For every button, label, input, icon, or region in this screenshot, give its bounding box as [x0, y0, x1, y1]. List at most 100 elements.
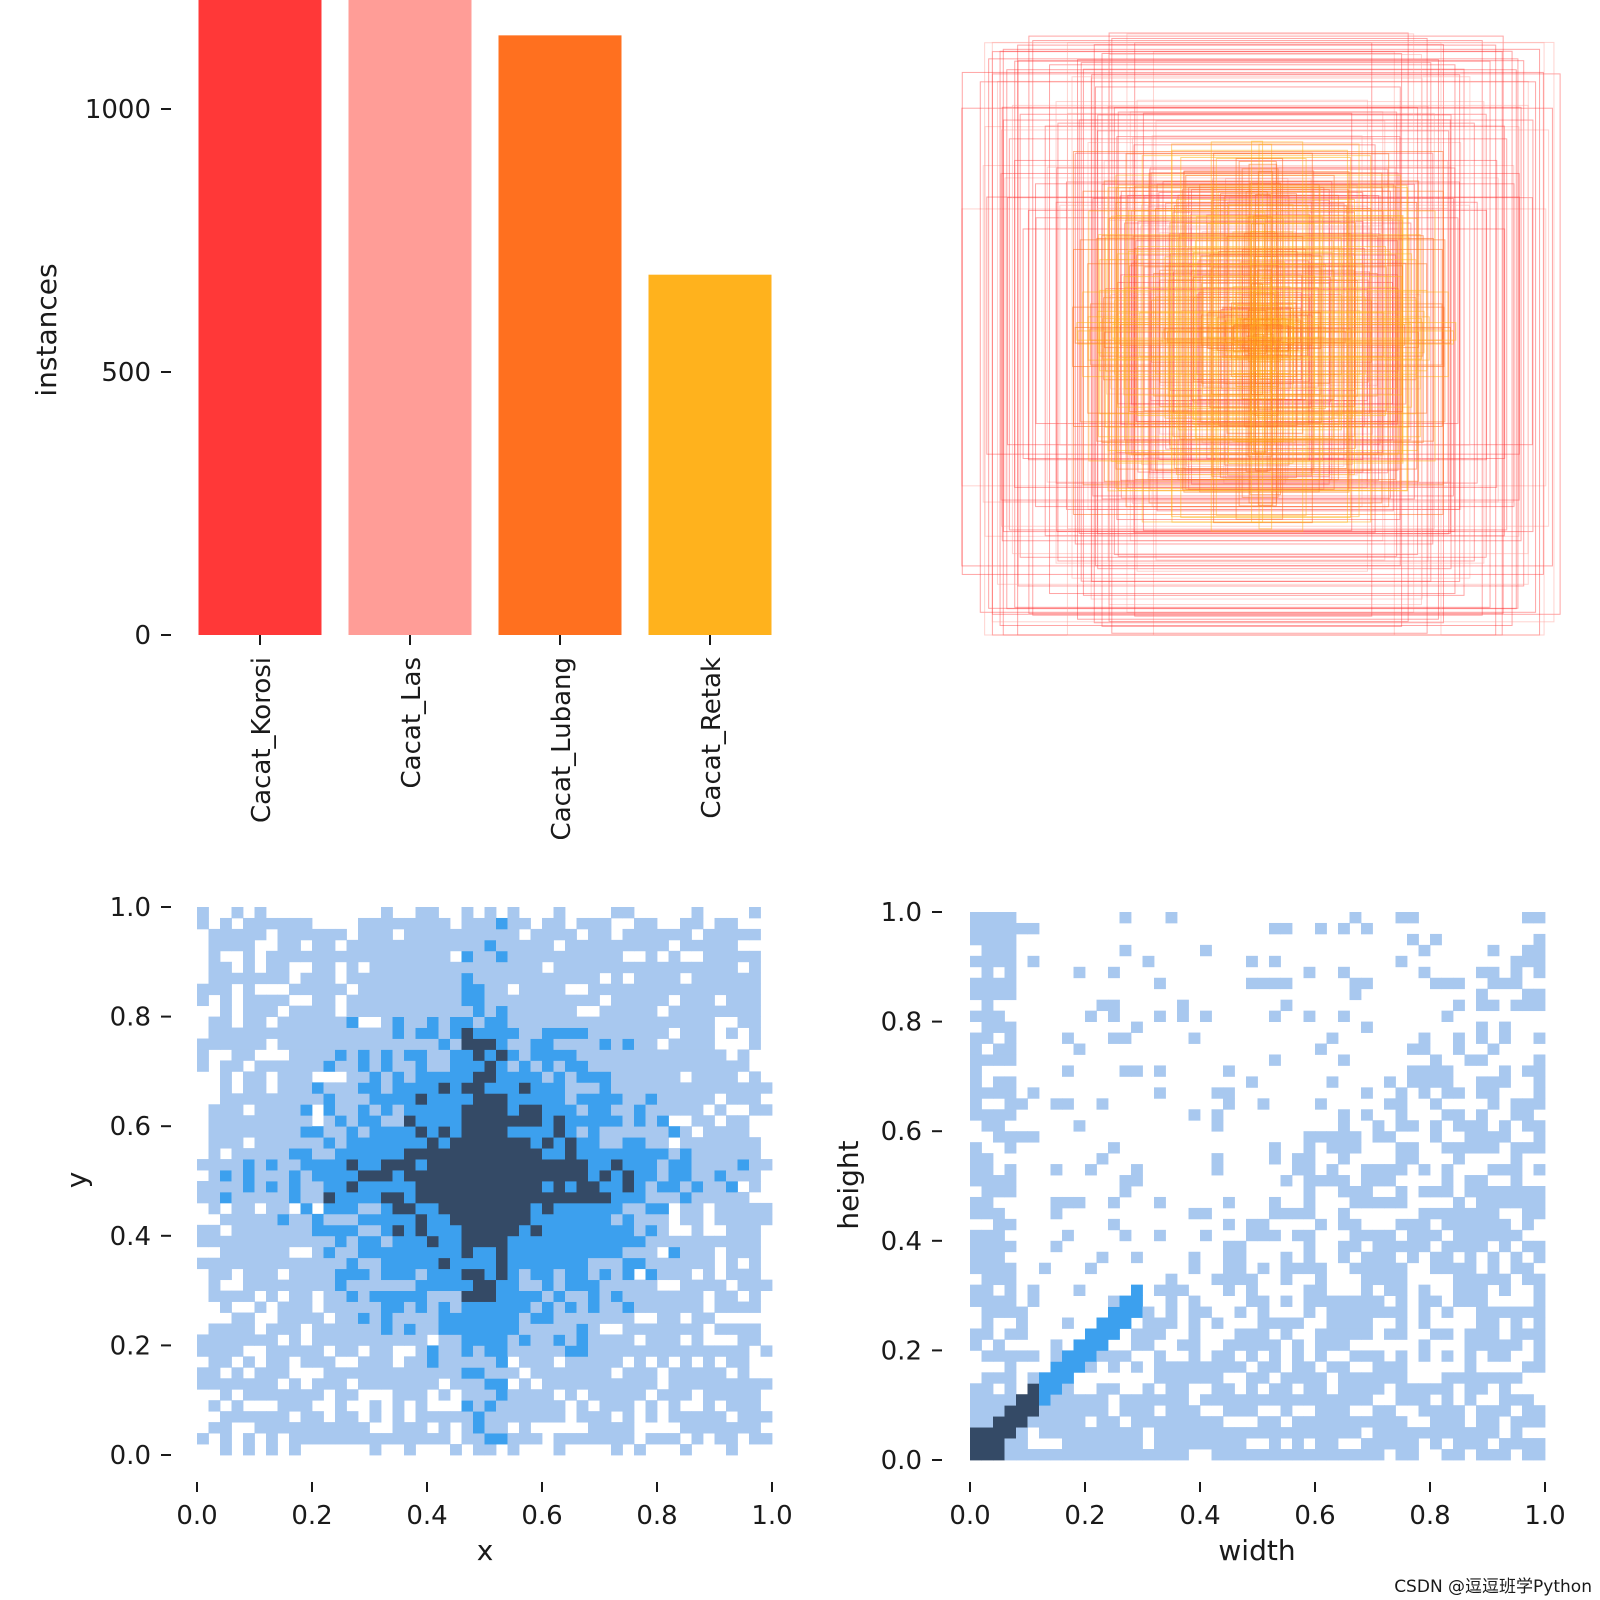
heatmap-cell: [519, 1191, 531, 1204]
heatmap-cell: [415, 972, 428, 985]
heatmap-cell: [277, 1389, 290, 1401]
heatmap-cell: [1050, 1449, 1063, 1461]
heatmap-cell: [519, 1312, 531, 1324]
heatmap-cell: [312, 1246, 324, 1259]
label-box: [1067, 112, 1435, 530]
heatmap-cell: [1407, 912, 1419, 924]
heatmap-cell: [1234, 1328, 1247, 1340]
heatmap-cell: [1384, 1361, 1396, 1373]
heatmap-cell: [450, 983, 462, 996]
heatmap-cell: [231, 1323, 244, 1335]
heatmap-cell: [473, 1191, 485, 1204]
heatmap-cell: [634, 961, 646, 974]
bar-ytick-label: 500: [101, 358, 151, 388]
heatmap-cell: [1119, 1306, 1132, 1318]
heatmap-cell: [1292, 1153, 1304, 1165]
heatmap-cell: [680, 1279, 692, 1291]
heatmap-cell: [1349, 1306, 1362, 1318]
heatmap-cell: [588, 950, 600, 963]
heatmap-cell: [981, 1295, 994, 1307]
heatmap-cell: [691, 983, 704, 996]
heatmap-cell: [323, 1126, 336, 1138]
heatmap-cell: [335, 950, 347, 963]
heatmap-cell: [611, 1115, 623, 1127]
bar-ytick-label: 1000: [85, 95, 151, 125]
heatmap-cell: [1211, 1350, 1224, 1362]
xtick-label: 0.8: [636, 1501, 677, 1531]
heatmap-cell: [993, 1218, 1005, 1231]
heatmap-cell: [496, 1049, 508, 1061]
heatmap-cell: [1395, 1295, 1408, 1307]
heatmap-cell: [266, 1334, 278, 1346]
heatmap-cell: [1303, 1394, 1316, 1406]
heatmap-cell: [530, 972, 543, 985]
heatmap-cell: [335, 1038, 347, 1050]
heatmap-cell: [599, 1049, 612, 1061]
heatmap-cell: [668, 1038, 681, 1050]
heatmap-cell: [1280, 1449, 1293, 1461]
heatmap-cell: [691, 1312, 704, 1324]
heatmap-cell: [970, 1153, 982, 1165]
heatmap-cell: [970, 1394, 982, 1406]
heatmap-cell: [611, 1137, 623, 1149]
heatmap-cell: [680, 1202, 692, 1215]
heatmap-cell: [1453, 1207, 1465, 1220]
heatmap-cell: [266, 1027, 278, 1039]
heatmap-cell: [415, 1257, 428, 1270]
heatmap-cell: [1269, 1383, 1281, 1395]
heatmap-cell: [1085, 1438, 1097, 1450]
heatmap-cell: [726, 1246, 738, 1259]
heatmap-cell: [1108, 1295, 1120, 1307]
heatmap-cell: [542, 1224, 554, 1237]
xtick-label: 0.0: [176, 1501, 217, 1531]
heatmap-cell: [703, 1356, 715, 1368]
heatmap-cell: [760, 1159, 773, 1171]
heatmap-cell: [1096, 1339, 1109, 1351]
heatmap-cell: [611, 950, 623, 963]
watermark: CSDN @逗逗班学Python: [1394, 1577, 1592, 1597]
heatmap-cell: [1338, 1372, 1350, 1384]
heatmap-cell: [645, 1246, 658, 1259]
heatmap-cell: [1246, 1405, 1258, 1417]
heatmap-cell: [1119, 1350, 1132, 1362]
heatmap-cell: [1234, 1449, 1247, 1461]
heatmap-cell: [1096, 999, 1109, 1012]
heatmap-cell: [1269, 1010, 1281, 1022]
heatmap-cell: [1303, 1427, 1316, 1439]
heatmap-cell: [576, 1400, 589, 1412]
heatmap-cell: [1395, 1438, 1408, 1450]
heatmap-cell: [1384, 1306, 1396, 1318]
heatmap-cell: [415, 1104, 428, 1116]
heatmap-cell: [369, 1170, 382, 1182]
heatmap-cell: [254, 1301, 267, 1313]
heatmap-cell: [289, 1148, 301, 1160]
heatmap-cell: [484, 1104, 497, 1116]
heatmap-cell: [611, 1235, 623, 1248]
heatmap-cell: [599, 1104, 612, 1116]
heatmap-cell: [254, 1268, 267, 1281]
heatmap-cell: [381, 1148, 393, 1160]
heatmap-cell: [519, 1137, 531, 1149]
heatmap-cell: [1499, 977, 1511, 990]
heatmap-cell: [565, 1071, 577, 1083]
heatmap-cell: [484, 1334, 497, 1346]
heatmap-cell: [1476, 1273, 1488, 1286]
heatmap-cell: [335, 1170, 347, 1182]
heatmap-cell: [588, 1115, 600, 1127]
heatmap-cell: [519, 1400, 531, 1412]
heatmap-cell: [1016, 1317, 1028, 1329]
heatmap-cell: [415, 1235, 428, 1248]
heatmap-cell: [668, 1257, 681, 1270]
heatmap-cell: [668, 1126, 681, 1138]
heatmap-cell: [530, 1093, 543, 1105]
heatmap-cell: [1096, 1383, 1109, 1395]
heatmap-cell: [450, 1246, 462, 1259]
heatmap-cell: [1338, 1120, 1350, 1132]
heatmap-cell: [576, 1038, 589, 1050]
heatmap-cell: [507, 950, 520, 963]
heatmap-cell: [1234, 1339, 1247, 1351]
heatmap-cell: [668, 1334, 681, 1346]
heatmap-cell: [461, 1104, 474, 1116]
heatmap-cell: [450, 1378, 462, 1390]
heatmap-cell: [714, 917, 727, 930]
